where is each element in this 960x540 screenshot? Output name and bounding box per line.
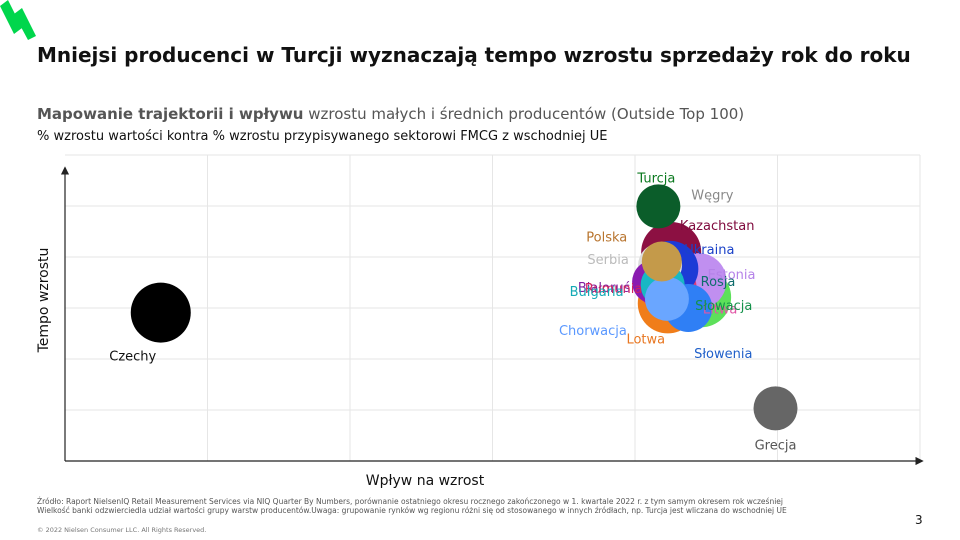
bubble-label-rosja: Rosja bbox=[701, 275, 736, 290]
bubble-label-kazachstan: Kazachstan bbox=[680, 219, 755, 234]
bubble-label-czechy: Czechy bbox=[109, 350, 156, 365]
source-note: Źródło: Raport NielsenIQ Retail Measurem… bbox=[37, 497, 887, 515]
subtitle-bold: Mapowanie trajektorii i wpływu bbox=[37, 105, 304, 123]
y-axis-label: Tempo wzrostu bbox=[36, 248, 52, 354]
bubble-label-słowacja: Słowacja bbox=[695, 299, 752, 314]
chart-description: % wzrostu wartości kontra % wzrostu przy… bbox=[37, 129, 608, 144]
page-title: Mniejsi producenci w Turcji wyznaczają t… bbox=[37, 43, 911, 67]
bubble-chorwacja bbox=[644, 276, 689, 321]
bubble-label-turcja: Turcja bbox=[636, 171, 675, 186]
brand-logo-icon bbox=[0, 0, 36, 40]
source-line-1: Źródło: Raport NielsenIQ Retail Measurem… bbox=[37, 497, 783, 506]
copyright: © 2022 Nielsen Consumer LLC. All Rights … bbox=[37, 526, 207, 534]
x-axis-label: Wpływ na wzrost bbox=[366, 473, 485, 489]
bubble-label-grecja: Grecja bbox=[755, 438, 797, 453]
bubble-grecja bbox=[753, 386, 798, 431]
bubble-label-lotwa: Lotwa bbox=[626, 332, 665, 347]
page-number: 3 bbox=[915, 513, 923, 527]
bubble-label-serbia: Serbia bbox=[587, 253, 628, 268]
bubble-czechy bbox=[130, 282, 191, 343]
bubble-turcja bbox=[636, 184, 681, 229]
bubble-label-białoruś: Białoruś bbox=[578, 281, 631, 296]
bubble-label-polska: Polska bbox=[586, 230, 627, 245]
subtitle-rest: wzrostu małych i średnich producentów (O… bbox=[303, 105, 745, 123]
bubble-label-litwa: Litwa bbox=[703, 302, 738, 317]
bubbles bbox=[130, 184, 798, 431]
bubble-label-rumunia: Rumunia bbox=[585, 282, 642, 297]
bubble-labels: Czechy Grecja Lotwa Litwa Serbia Polska Białor… bbox=[109, 171, 796, 453]
bubble-label-bułgaria: Bułgaria bbox=[570, 285, 624, 300]
bubble-polska bbox=[641, 241, 682, 282]
bubble-label-chorwacja: Chorwacja bbox=[559, 324, 627, 339]
bubble-label-estonia: Estonia bbox=[708, 268, 756, 283]
bubble-label-węgry: Węgry bbox=[691, 188, 733, 203]
bubble-chart: Czechy Grecja Lotwa Litwa Serbia Polska Białor… bbox=[36, 154, 924, 489]
source-line-2: Wielkość banki odzwierciedla udział wart… bbox=[37, 506, 787, 515]
chart-subtitle: Mapowanie trajektorii i wpływu wzrostu m… bbox=[37, 105, 744, 123]
bubble-label-słowenia: Słowenia bbox=[694, 347, 752, 362]
bubble-label-ukraina: Ukraina bbox=[684, 243, 734, 258]
